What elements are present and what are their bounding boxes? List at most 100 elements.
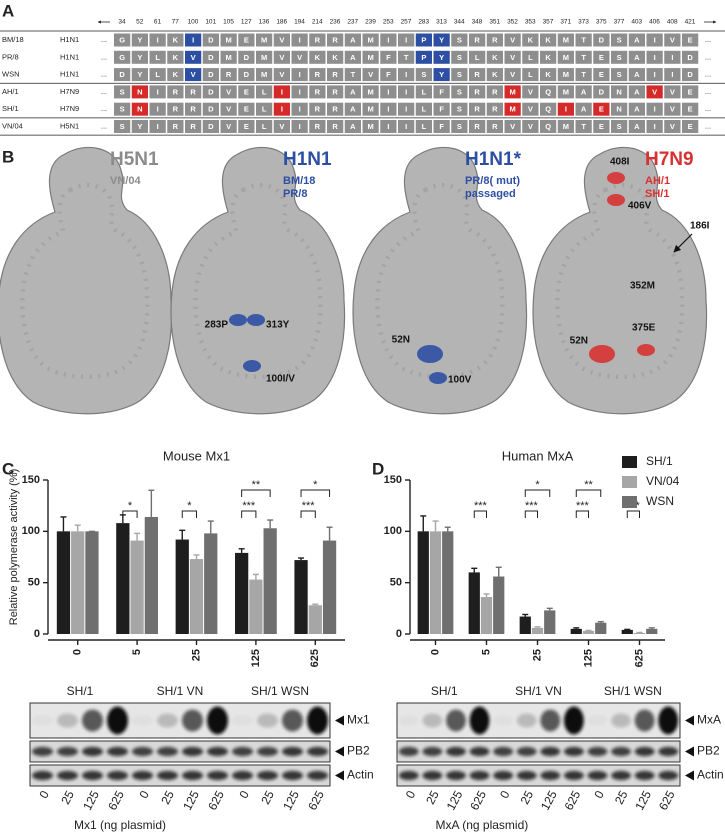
residue-cell bbox=[469, 85, 486, 99]
residue: R bbox=[226, 70, 232, 79]
residue-cell bbox=[540, 102, 557, 116]
residue-cell bbox=[380, 120, 397, 133]
bar bbox=[480, 597, 493, 634]
residue-cell bbox=[344, 50, 361, 64]
blot-band bbox=[634, 709, 655, 732]
residue: E bbox=[688, 122, 693, 131]
residue-cell bbox=[220, 33, 237, 47]
residue-cell bbox=[362, 33, 379, 47]
lane-label: 25 bbox=[158, 788, 177, 807]
residue: D bbox=[599, 35, 605, 44]
site-label: 52N bbox=[570, 336, 588, 347]
lane-label: 0 bbox=[36, 788, 52, 801]
residue-cell bbox=[575, 50, 592, 64]
residue: R bbox=[474, 105, 480, 114]
blot-band bbox=[207, 706, 228, 735]
blot-band bbox=[422, 713, 443, 728]
residue-cell bbox=[593, 120, 610, 133]
legend-swatch bbox=[622, 496, 637, 508]
lane-label: 0 bbox=[403, 788, 419, 801]
residue-cell bbox=[415, 102, 432, 116]
residue: V bbox=[510, 53, 515, 62]
residue-cell bbox=[451, 33, 468, 47]
residue-cell bbox=[256, 68, 273, 82]
residue: M bbox=[510, 87, 516, 96]
residue: I bbox=[299, 105, 301, 114]
residue: E bbox=[688, 35, 693, 44]
significance-label: *** bbox=[302, 500, 316, 512]
bar bbox=[595, 622, 607, 634]
row-label: Actin bbox=[697, 768, 724, 782]
ellipsis: ... bbox=[705, 121, 711, 130]
position-label: 136 bbox=[259, 19, 270, 26]
blot-band bbox=[398, 770, 419, 781]
position-label: 421 bbox=[685, 19, 696, 26]
residue: I bbox=[157, 35, 159, 44]
significance-bracket bbox=[241, 510, 257, 518]
residue: I bbox=[157, 122, 159, 131]
lane-label: 625 bbox=[305, 788, 327, 813]
blot-band bbox=[493, 715, 513, 726]
residue-cell bbox=[327, 102, 344, 116]
strain-label: passaged bbox=[465, 188, 516, 200]
residue: V bbox=[528, 122, 533, 131]
residue: E bbox=[244, 87, 249, 96]
residue: I bbox=[157, 105, 159, 114]
residue: R bbox=[190, 122, 196, 131]
residue: S bbox=[457, 122, 462, 131]
residue-cell bbox=[398, 33, 415, 47]
residue-cell bbox=[486, 68, 503, 82]
blot-band bbox=[307, 770, 328, 781]
residue-cell bbox=[362, 102, 379, 116]
position-label: 403 bbox=[631, 19, 642, 26]
residue: R bbox=[173, 87, 179, 96]
residue: L bbox=[155, 70, 160, 79]
residue: E bbox=[244, 122, 249, 131]
position-label: 127 bbox=[241, 19, 252, 26]
position-label: 406 bbox=[649, 19, 660, 26]
residue: L bbox=[528, 53, 533, 62]
y-tick-label: 0 bbox=[34, 628, 40, 640]
residue: G bbox=[119, 35, 125, 44]
residue-cell bbox=[433, 50, 450, 64]
position-label: 377 bbox=[614, 19, 625, 26]
residue: N bbox=[137, 87, 142, 96]
ellipsis: ... bbox=[705, 104, 711, 113]
residue: V bbox=[510, 122, 515, 131]
mutation-site bbox=[247, 314, 265, 326]
residue: V bbox=[670, 87, 675, 96]
position-label: 239 bbox=[365, 19, 376, 26]
residue-cell bbox=[256, 85, 273, 99]
blot-band bbox=[57, 746, 78, 757]
blot-band bbox=[157, 713, 178, 728]
residue-cell bbox=[149, 120, 166, 133]
y-axis-label: Relative polymerase activity (%) bbox=[8, 469, 20, 626]
blot-band bbox=[182, 770, 203, 781]
residue: K bbox=[332, 53, 338, 62]
residue: R bbox=[474, 122, 480, 131]
residue: V bbox=[191, 70, 196, 79]
residue: M bbox=[563, 122, 569, 131]
residue-cell bbox=[273, 33, 290, 47]
residue-cell bbox=[185, 85, 202, 99]
residue: S bbox=[617, 122, 622, 131]
residue-cell bbox=[415, 50, 432, 64]
residue: S bbox=[421, 70, 426, 79]
residue-cell bbox=[504, 120, 521, 133]
residue-cell bbox=[646, 102, 663, 116]
bar bbox=[235, 552, 249, 634]
residue: R bbox=[332, 87, 338, 96]
strain-label: SH/1 bbox=[645, 188, 669, 200]
residue: A bbox=[634, 122, 640, 131]
blot-band bbox=[658, 706, 679, 735]
lane-label: 25 bbox=[58, 788, 77, 807]
residue: I bbox=[671, 70, 673, 79]
residue: E bbox=[599, 105, 604, 114]
strain-label: BM/18 bbox=[2, 35, 24, 44]
residue-cell bbox=[682, 85, 699, 99]
panel-letter: B bbox=[2, 147, 14, 166]
residue-cell bbox=[469, 33, 486, 47]
bar bbox=[468, 572, 480, 634]
residue: I bbox=[654, 105, 656, 114]
